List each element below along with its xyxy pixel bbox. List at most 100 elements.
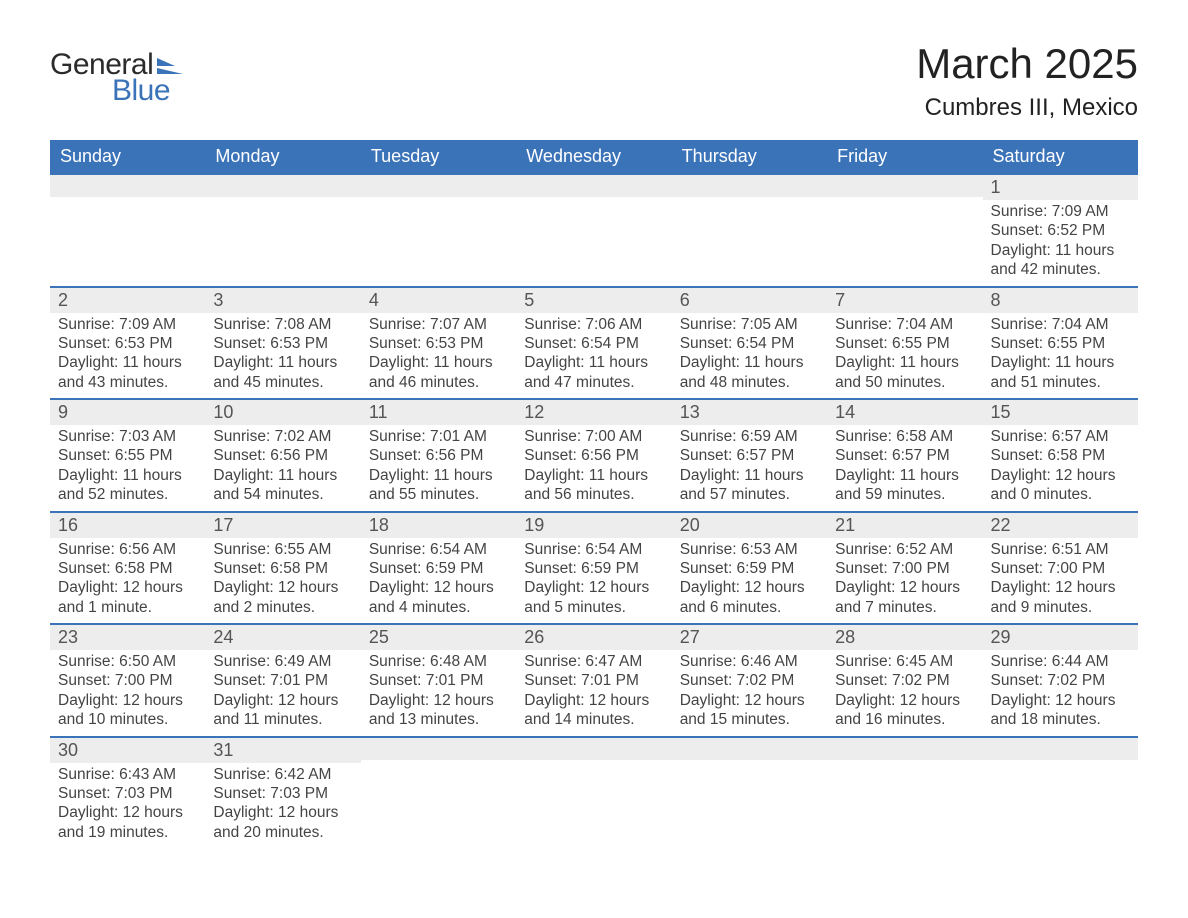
day-number: 27 [672, 623, 827, 650]
day-details [361, 760, 516, 838]
day-number: 1 [983, 173, 1138, 200]
sunrise-line: Sunrise: 6:43 AM [58, 765, 197, 784]
col-thursday: Thursday [672, 140, 827, 173]
day-number: 5 [516, 286, 671, 313]
sunrise-line: Sunrise: 6:59 AM [680, 427, 819, 446]
sunset-line: Sunset: 7:01 PM [369, 671, 508, 690]
day-details: Sunrise: 7:06 AMSunset: 6:54 PMDaylight:… [516, 313, 671, 399]
daylight-line: Daylight: 11 hours and 45 minutes. [213, 353, 352, 392]
day-cell: 31Sunrise: 6:42 AMSunset: 7:03 PMDayligh… [205, 736, 360, 849]
sunrise-line: Sunrise: 6:53 AM [680, 540, 819, 559]
day-details [983, 760, 1138, 838]
sunrise-line: Sunrise: 6:57 AM [991, 427, 1130, 446]
day-cell: 12Sunrise: 7:00 AMSunset: 6:56 PMDayligh… [516, 398, 671, 511]
week-row: 16Sunrise: 6:56 AMSunset: 6:58 PMDayligh… [50, 511, 1138, 624]
day-number: 6 [672, 286, 827, 313]
day-number: 30 [50, 736, 205, 763]
sunset-line: Sunset: 6:57 PM [835, 446, 974, 465]
day-number: 12 [516, 398, 671, 425]
day-cell [516, 173, 671, 286]
day-details: Sunrise: 6:57 AMSunset: 6:58 PMDaylight:… [983, 425, 1138, 511]
day-number [983, 736, 1138, 760]
sunrise-line: Sunrise: 7:00 AM [524, 427, 663, 446]
daylight-line: Daylight: 11 hours and 55 minutes. [369, 466, 508, 505]
daylight-line: Daylight: 11 hours and 54 minutes. [213, 466, 352, 505]
daylight-line: Daylight: 11 hours and 51 minutes. [991, 353, 1130, 392]
sunrise-line: Sunrise: 6:56 AM [58, 540, 197, 559]
day-number: 11 [361, 398, 516, 425]
sunset-line: Sunset: 6:53 PM [213, 334, 352, 353]
logo-text-blue: Blue [112, 74, 170, 108]
sunset-line: Sunset: 6:56 PM [213, 446, 352, 465]
sunrise-line: Sunrise: 7:07 AM [369, 315, 508, 334]
day-number: 9 [50, 398, 205, 425]
sunset-line: Sunset: 6:58 PM [213, 559, 352, 578]
sunset-line: Sunset: 6:53 PM [58, 334, 197, 353]
daylight-line: Daylight: 12 hours and 10 minutes. [58, 691, 197, 730]
day-cell [205, 173, 360, 286]
logo: General Blue [50, 40, 183, 108]
day-number: 7 [827, 286, 982, 313]
daylight-line: Daylight: 11 hours and 57 minutes. [680, 466, 819, 505]
day-number [672, 173, 827, 197]
sunset-line: Sunset: 6:59 PM [369, 559, 508, 578]
day-details [672, 197, 827, 275]
day-number: 19 [516, 511, 671, 538]
week-row: 30Sunrise: 6:43 AMSunset: 7:03 PMDayligh… [50, 736, 1138, 849]
daylight-line: Daylight: 12 hours and 9 minutes. [991, 578, 1130, 617]
daylight-line: Daylight: 12 hours and 0 minutes. [991, 466, 1130, 505]
day-number: 28 [827, 623, 982, 650]
sunset-line: Sunset: 6:56 PM [369, 446, 508, 465]
daylight-line: Daylight: 11 hours and 52 minutes. [58, 466, 197, 505]
day-number: 3 [205, 286, 360, 313]
day-cell: 29Sunrise: 6:44 AMSunset: 7:02 PMDayligh… [983, 623, 1138, 736]
sunrise-line: Sunrise: 7:03 AM [58, 427, 197, 446]
day-details: Sunrise: 6:56 AMSunset: 6:58 PMDaylight:… [50, 538, 205, 624]
daylight-line: Daylight: 12 hours and 11 minutes. [213, 691, 352, 730]
day-cell: 30Sunrise: 6:43 AMSunset: 7:03 PMDayligh… [50, 736, 205, 849]
day-details: Sunrise: 6:53 AMSunset: 6:59 PMDaylight:… [672, 538, 827, 624]
day-details: Sunrise: 6:58 AMSunset: 6:57 PMDaylight:… [827, 425, 982, 511]
day-cell: 22Sunrise: 6:51 AMSunset: 7:00 PMDayligh… [983, 511, 1138, 624]
day-number: 18 [361, 511, 516, 538]
day-number: 26 [516, 623, 671, 650]
day-number [827, 736, 982, 760]
day-details [516, 197, 671, 275]
sunset-line: Sunset: 6:55 PM [58, 446, 197, 465]
day-details: Sunrise: 7:00 AMSunset: 6:56 PMDaylight:… [516, 425, 671, 511]
day-details: Sunrise: 7:01 AMSunset: 6:56 PMDaylight:… [361, 425, 516, 511]
sunrise-line: Sunrise: 6:54 AM [524, 540, 663, 559]
day-number: 14 [827, 398, 982, 425]
day-cell: 15Sunrise: 6:57 AMSunset: 6:58 PMDayligh… [983, 398, 1138, 511]
day-details: Sunrise: 6:43 AMSunset: 7:03 PMDaylight:… [50, 763, 205, 849]
day-number [361, 736, 516, 760]
calendar-body: 1Sunrise: 7:09 AMSunset: 6:52 PMDaylight… [50, 173, 1138, 848]
day-details: Sunrise: 6:45 AMSunset: 7:02 PMDaylight:… [827, 650, 982, 736]
daylight-line: Daylight: 11 hours and 46 minutes. [369, 353, 508, 392]
sunset-line: Sunset: 7:01 PM [524, 671, 663, 690]
day-number: 25 [361, 623, 516, 650]
daylight-line: Daylight: 12 hours and 13 minutes. [369, 691, 508, 730]
sunset-line: Sunset: 6:59 PM [680, 559, 819, 578]
day-details: Sunrise: 6:59 AMSunset: 6:57 PMDaylight:… [672, 425, 827, 511]
day-cell: 7Sunrise: 7:04 AMSunset: 6:55 PMDaylight… [827, 286, 982, 399]
day-number: 17 [205, 511, 360, 538]
day-cell: 20Sunrise: 6:53 AMSunset: 6:59 PMDayligh… [672, 511, 827, 624]
sunrise-line: Sunrise: 6:46 AM [680, 652, 819, 671]
day-number: 31 [205, 736, 360, 763]
day-number [516, 736, 671, 760]
daylight-line: Daylight: 12 hours and 20 minutes. [213, 803, 352, 842]
day-details [827, 760, 982, 838]
sunset-line: Sunset: 6:55 PM [835, 334, 974, 353]
day-number: 21 [827, 511, 982, 538]
daylight-line: Daylight: 11 hours and 42 minutes. [991, 241, 1130, 280]
day-cell: 5Sunrise: 7:06 AMSunset: 6:54 PMDaylight… [516, 286, 671, 399]
col-saturday: Saturday [983, 140, 1138, 173]
day-details: Sunrise: 6:50 AMSunset: 7:00 PMDaylight:… [50, 650, 205, 736]
day-cell: 28Sunrise: 6:45 AMSunset: 7:02 PMDayligh… [827, 623, 982, 736]
day-cell: 24Sunrise: 6:49 AMSunset: 7:01 PMDayligh… [205, 623, 360, 736]
day-cell: 21Sunrise: 6:52 AMSunset: 7:00 PMDayligh… [827, 511, 982, 624]
header: General Blue March 2025 Cumbres III, Mex… [50, 40, 1138, 122]
sunrise-line: Sunrise: 7:09 AM [58, 315, 197, 334]
sunrise-line: Sunrise: 6:52 AM [835, 540, 974, 559]
